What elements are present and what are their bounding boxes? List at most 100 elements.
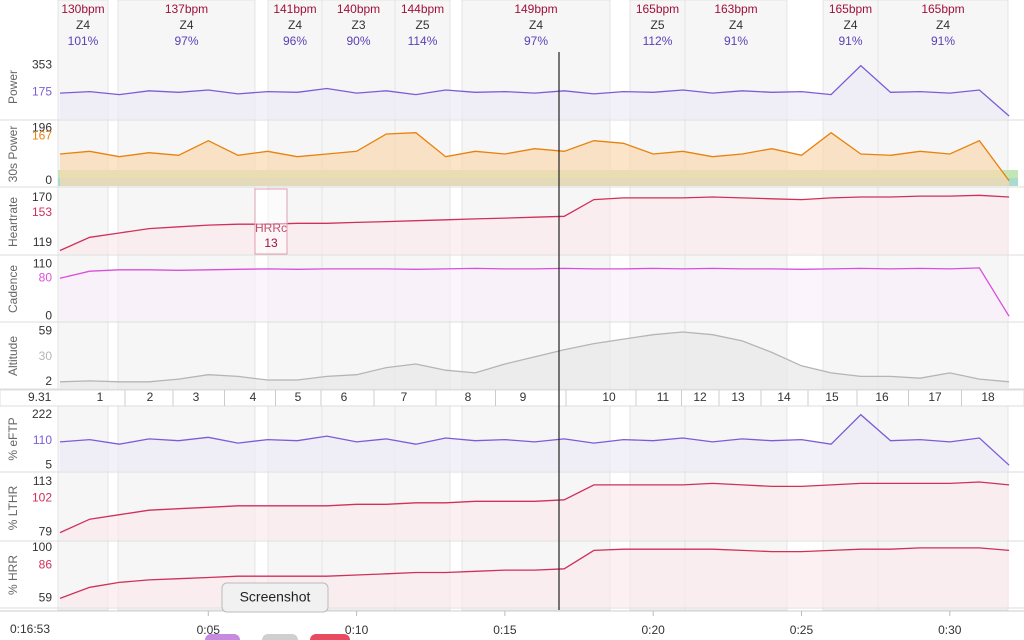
interval-bpm: 163bpm xyxy=(714,2,757,16)
y-tick-label: 167 xyxy=(32,128,52,142)
interval-zone: Z3 xyxy=(351,18,365,32)
lap-label: 16 xyxy=(875,390,889,404)
lap-label: 1 xyxy=(97,390,104,404)
series-line xyxy=(59,194,1010,252)
time-tick-label: 0:25 xyxy=(790,623,814,637)
lap-label: 17 xyxy=(928,390,942,404)
panel-label: Altitude xyxy=(6,336,20,376)
interval-pct: 96% xyxy=(283,34,307,48)
lap-label: 8 xyxy=(465,390,472,404)
y-tick-label: 0 xyxy=(45,173,52,187)
panel-label: Cadence xyxy=(6,265,20,313)
time-tick-label: 0:30 xyxy=(938,623,962,637)
lap-label: 9 xyxy=(520,390,527,404)
panel-label: % eFTP xyxy=(6,417,20,460)
interval-pct: 97% xyxy=(174,34,198,48)
toolbar-button[interactable] xyxy=(262,634,298,640)
lap-label: 7 xyxy=(401,390,408,404)
hrr-label: HRRc xyxy=(255,221,287,235)
interval-bpm: 140bpm xyxy=(337,2,380,16)
interval-bpm: 144bpm xyxy=(401,2,444,16)
interval-zone: Z4 xyxy=(529,18,543,32)
interval-pct: 91% xyxy=(838,34,862,48)
y-tick-label: 102 xyxy=(32,490,52,504)
interval-bpm: 130bpm xyxy=(61,2,104,16)
lap-label: 6 xyxy=(341,390,348,404)
lap-distance: 9.31 xyxy=(28,390,52,404)
lap-label: 2 xyxy=(147,390,154,404)
interval-pct: 101% xyxy=(68,34,99,48)
interval-zone: Z4 xyxy=(76,18,90,32)
y-tick-label: 79 xyxy=(39,525,53,539)
interval-bpm: 149bpm xyxy=(514,2,557,16)
interval-zone: Z4 xyxy=(179,18,193,32)
toolbar-button[interactable] xyxy=(310,634,350,640)
interval-zone: Z5 xyxy=(650,18,664,32)
y-tick-label: 86 xyxy=(39,557,53,571)
interval-bpm: 165bpm xyxy=(636,2,679,16)
toolbar-button[interactable] xyxy=(205,634,240,640)
interval-zone: Z4 xyxy=(936,18,950,32)
interval-zone: Z4 xyxy=(843,18,857,32)
y-tick-label: 59 xyxy=(39,591,53,605)
y-tick-label: 222 xyxy=(32,407,52,421)
series-line xyxy=(59,547,1010,600)
y-tick-label: 0 xyxy=(45,308,52,322)
series-line xyxy=(59,331,1010,383)
y-tick-label: 80 xyxy=(39,271,53,285)
series-line xyxy=(59,64,1010,117)
series-line xyxy=(59,131,1010,182)
series-line xyxy=(59,267,1010,317)
series-area xyxy=(60,195,1010,254)
y-tick-label: 2 xyxy=(45,374,52,388)
y-tick-label: 100 xyxy=(32,540,52,554)
interval-pct: 97% xyxy=(524,34,548,48)
y-tick-label: 170 xyxy=(32,190,52,204)
y-tick-label: 110 xyxy=(33,256,52,270)
series-area xyxy=(60,414,1010,471)
hrr-value: 13 xyxy=(264,236,278,250)
lap-strip xyxy=(0,389,1024,407)
interval-zone: Z4 xyxy=(729,18,743,32)
y-tick-label: 113 xyxy=(33,474,52,488)
lap-label: 15 xyxy=(825,390,839,404)
panel-label: % LTHR xyxy=(6,485,20,530)
series-area xyxy=(60,267,1010,321)
lap-label: 3 xyxy=(193,390,200,404)
time-tick-label: 0:15 xyxy=(493,623,517,637)
series-area xyxy=(60,65,1010,119)
lap-label: 11 xyxy=(657,390,670,404)
panel-label: 30s Power xyxy=(6,126,20,183)
panel-label: Heartrate xyxy=(6,197,20,247)
lap-label: 13 xyxy=(731,390,745,404)
interval-pct: 112% xyxy=(643,34,673,48)
lap-label: 12 xyxy=(693,390,707,404)
series-line xyxy=(59,413,1010,466)
y-tick-label: 175 xyxy=(32,85,52,99)
lap-label: 10 xyxy=(602,390,616,404)
interval-pct: 91% xyxy=(724,34,748,48)
panel-label: % HRR xyxy=(6,555,20,595)
tooltip-text: Screenshot xyxy=(240,589,311,605)
y-tick-label: 153 xyxy=(32,205,52,219)
lap-label: 5 xyxy=(295,390,302,404)
y-tick-label: 30 xyxy=(39,349,53,363)
interval-pct: 114% xyxy=(408,34,438,48)
lap-label: 14 xyxy=(777,390,791,404)
panel-label: Power xyxy=(6,70,20,104)
lap-label: 4 xyxy=(250,390,257,404)
time-tick-label: 0:05 xyxy=(197,623,221,637)
hrr-box xyxy=(254,188,288,255)
lap-label: 18 xyxy=(981,390,995,404)
y-tick-label: 59 xyxy=(39,323,53,337)
interval-zone: Z4 xyxy=(288,18,302,32)
interval-bpm: 137bpm xyxy=(165,2,208,16)
interval-bpm: 141bpm xyxy=(273,2,316,16)
series-area xyxy=(60,332,1010,388)
interval-pct: 91% xyxy=(931,34,955,48)
interval-bpm: 165bpm xyxy=(829,2,872,16)
y-tick-label: 110 xyxy=(33,433,52,447)
y-tick-label: 196 xyxy=(32,121,52,135)
interval-bpm: 165bpm xyxy=(921,2,964,16)
